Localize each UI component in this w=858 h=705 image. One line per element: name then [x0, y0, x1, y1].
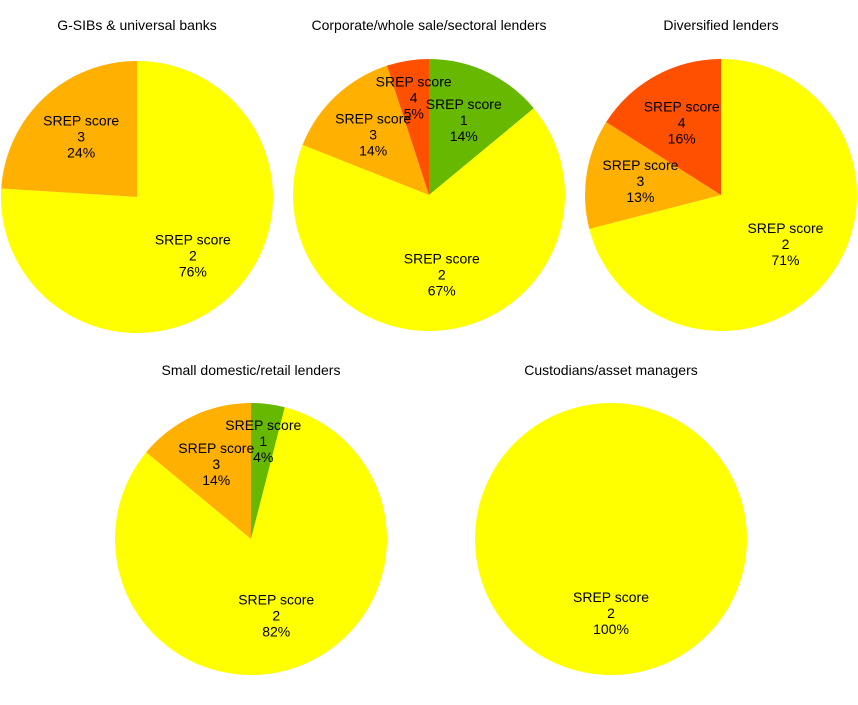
pie-slice-score-3 — [302, 65, 429, 195]
pie-slice-score-3 — [146, 403, 251, 539]
label-percent: 71% — [771, 252, 799, 268]
pie-slice-score-2 — [114, 407, 387, 676]
label-percent: 13% — [626, 189, 654, 205]
label-percent: 76% — [179, 263, 207, 279]
label-score: 3 — [369, 127, 377, 143]
label-prefix: SREP score — [178, 440, 254, 456]
pie-slice-score-2 — [293, 108, 565, 331]
label-percent: 4% — [253, 449, 273, 465]
label-prefix: SREP score — [43, 113, 119, 129]
pie-title: Small domestic/retail lenders — [162, 362, 341, 378]
pie-slice-score-2 — [589, 59, 858, 331]
label-score: 1 — [259, 433, 267, 449]
label-prefix: SREP score — [747, 220, 823, 236]
pie-slice-score-4 — [386, 59, 429, 195]
pie-slice-score-3 — [585, 122, 721, 229]
label-score: 3 — [212, 456, 220, 472]
label-percent: 5% — [404, 105, 424, 121]
pie-title: Custodians/asset managers — [524, 362, 698, 378]
label-score: 3 — [637, 173, 645, 189]
pie-title: Diversified lenders — [663, 17, 778, 33]
pie-slice-score-2 — [475, 403, 747, 675]
pie-slice-score-4 — [606, 59, 721, 195]
label-score: 4 — [678, 114, 686, 130]
label-percent: 24% — [67, 145, 95, 161]
label-percent: 100% — [593, 621, 629, 637]
label-prefix: SREP score — [644, 98, 720, 114]
label-percent: 14% — [359, 143, 387, 159]
pie-slice-score-1 — [429, 59, 534, 195]
pie-title: G-SIBs & universal banks — [57, 17, 217, 33]
label-score: 2 — [189, 247, 197, 263]
label-prefix: SREP score — [238, 592, 314, 608]
pie-slice-score-1 — [251, 403, 285, 539]
label-score: 2 — [438, 267, 446, 283]
label-percent: 16% — [668, 130, 696, 146]
label-prefix: SREP score — [573, 589, 649, 605]
pie-slice-score-2 — [1, 61, 274, 333]
label-prefix: SREP score — [225, 417, 301, 433]
label-percent: 67% — [428, 283, 456, 299]
label-percent: 82% — [262, 624, 290, 640]
label-score: 2 — [272, 608, 280, 624]
label-prefix: SREP score — [426, 96, 502, 112]
label-score: 1 — [460, 112, 468, 128]
label-score: 2 — [607, 605, 615, 621]
label-prefix: SREP score — [155, 231, 231, 247]
label-score: 2 — [782, 236, 790, 252]
label-score: 3 — [77, 129, 85, 145]
label-prefix: SREP score — [335, 111, 411, 127]
pie-title: Corporate/whole sale/sectoral lenders — [311, 17, 546, 33]
label-percent: 14% — [202, 472, 230, 488]
label-percent: 14% — [450, 128, 478, 144]
label-prefix: SREP score — [404, 251, 480, 267]
pie-chart: Corporate/whole sale/sectoral lenders SRE… — [293, 17, 565, 331]
pie-slice-score-3 — [1, 61, 137, 197]
label-prefix: SREP score — [602, 157, 678, 173]
label-prefix: SREP score — [376, 73, 452, 89]
label-score: 4 — [410, 89, 418, 105]
